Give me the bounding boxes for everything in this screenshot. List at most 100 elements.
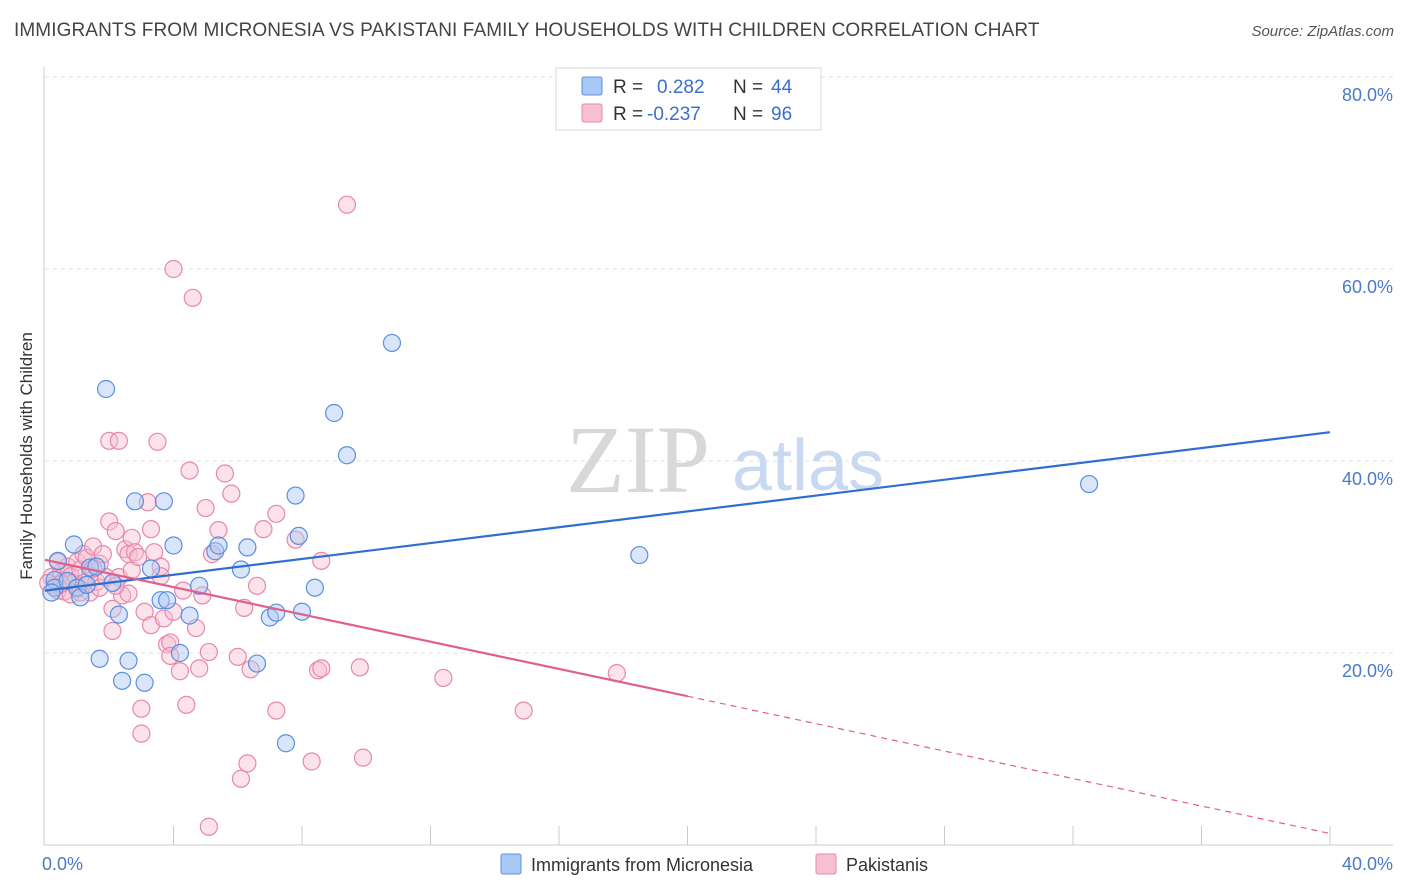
pakistanis-trend-extension [687,695,1331,835]
micronesia-point-20 [154,492,173,511]
pakistanis-point-62 [209,521,228,540]
micronesia-point-43 [42,583,61,602]
micronesia-point-21 [157,591,177,610]
micronesia-point-18 [141,559,161,578]
pakistanis-point-78 [337,195,357,214]
pakistanis-point-23 [100,512,119,531]
legend-r-value-1: 0.282 [657,77,705,98]
pakistanis-point-55 [183,288,202,307]
micronesia-point-41 [630,545,649,565]
micronesia-point-40 [382,333,402,353]
micronesia-point-30 [247,654,267,673]
pakistanis-point-29 [109,431,128,450]
bottom-legend-label-pakistanis: Pakistanis [846,855,928,875]
pakistanis-point-34 [122,528,141,547]
micronesia-point-17 [135,673,154,692]
micronesia-points [42,333,1099,753]
micronesia-point-15 [119,651,138,670]
micronesia-point-37 [305,578,324,597]
micronesia-point-34 [286,486,305,505]
pakistanis-point-50 [164,259,183,279]
pakistanis-point-54 [180,461,199,480]
pakistanis-point-27 [106,521,125,541]
legend-n-value-2: 96 [771,104,792,125]
legend-n-value-1: 44 [771,77,793,98]
pakistanis-point-45 [154,609,173,628]
legend-r-label-1: R = [613,77,643,98]
pakistanis-point-65 [228,647,247,666]
pakistanis-point-72 [267,701,286,720]
legend-n-label-2: N = [733,104,763,125]
pakistanis-point-68 [238,754,257,773]
micronesia-point-27 [209,536,228,555]
pakistanis-point-43 [148,432,167,451]
micronesia-point-16 [125,492,145,511]
pakistanis-point-51 [170,662,190,681]
pakistanis-point-60 [199,642,218,662]
micronesia-point-29 [238,538,257,557]
micronesia-point-33 [276,734,296,753]
pakistanis-point-26 [103,621,122,641]
pakistanis-point-80 [353,748,373,767]
pakistanis-trend-line [44,558,688,698]
pakistanis-point-63 [215,464,234,483]
micronesia-point-38 [325,403,344,423]
legend-swatch-blue [581,76,603,96]
pakistanis-point-79 [350,658,369,677]
micronesia-point-42 [1079,474,1099,494]
chart-title: IMMIGRANTS FROM MICRONESIA VS PAKISTANI … [14,20,1040,41]
bottom-legend: Immigrants from Micronesia Pakistanis [500,853,928,875]
watermark: ZIP atlas [566,406,884,513]
pakistanis-point-74 [302,752,321,771]
pakistanis-points [39,195,626,836]
legend-n-label-1: N = [733,77,763,98]
y-tick-label-80: 80.0% [1342,85,1393,105]
pakistanis-point-58 [196,498,215,518]
pakistanis-point-38 [132,724,151,743]
pakistanis-point-70 [254,520,273,539]
legend-r-value-2: -0.237 [647,104,701,125]
trend-lines [44,431,1331,835]
x-tick-label-max: 40.0% [1342,854,1393,874]
bottom-legend-label-micronesia: Immigrants from Micronesia [531,855,754,875]
pakistanis-point-24 [100,431,119,450]
micronesia-point-3 [58,571,77,591]
pakistanis-point-89 [141,520,161,539]
y-tick-label-60: 60.0% [1342,277,1393,297]
watermark-zip: ZIP [566,406,710,513]
pakistanis-point-91 [247,576,267,595]
pakistanis-point-75 [308,661,328,680]
pakistanis-point-57 [190,659,209,678]
micronesia-point-19 [151,591,170,610]
micronesia-point-11 [96,379,116,399]
source-label: Source: ZipAtlas.com [1251,23,1394,40]
micronesia-point-22 [164,536,183,555]
axes [43,67,1393,846]
pakistanis-point-46 [157,635,177,654]
pakistanis-point-40 [138,493,157,512]
pakistanis-point-17 [84,537,103,556]
watermark-atlas: atlas [732,426,884,506]
micronesia-point-36 [292,602,312,621]
micronesia-point-14 [112,671,132,690]
micronesia-point-23 [170,643,190,663]
y-tick-label-20: 20.0% [1342,661,1393,681]
pakistanis-point-64 [222,484,241,503]
y-tick-label-40: 40.0% [1342,469,1393,489]
bottom-legend-swatch-blue [500,853,522,875]
x-tick-labels: 0.0% 40.0% [42,854,1393,874]
y-tick-labels: 20.0% 40.0% 60.0% 80.0% [1342,85,1393,681]
micronesia-point-35 [289,526,308,545]
pakistanis-point-82 [514,701,533,720]
y-axis-label: Family Households with Children [17,332,36,580]
micronesia-trend-line [44,431,1331,592]
pakistanis-point-81 [434,668,453,688]
micronesia-point-39 [337,446,357,465]
micronesia-point-4 [64,535,84,554]
pakistanis-point-71 [267,504,286,523]
pakistanis-point-30 [112,586,132,605]
top-legend: R = 0.282 N = 44 R = -0.237 N = 96 [555,67,822,131]
micronesia-point-26 [206,542,225,561]
pakistanis-point-37 [132,699,151,718]
